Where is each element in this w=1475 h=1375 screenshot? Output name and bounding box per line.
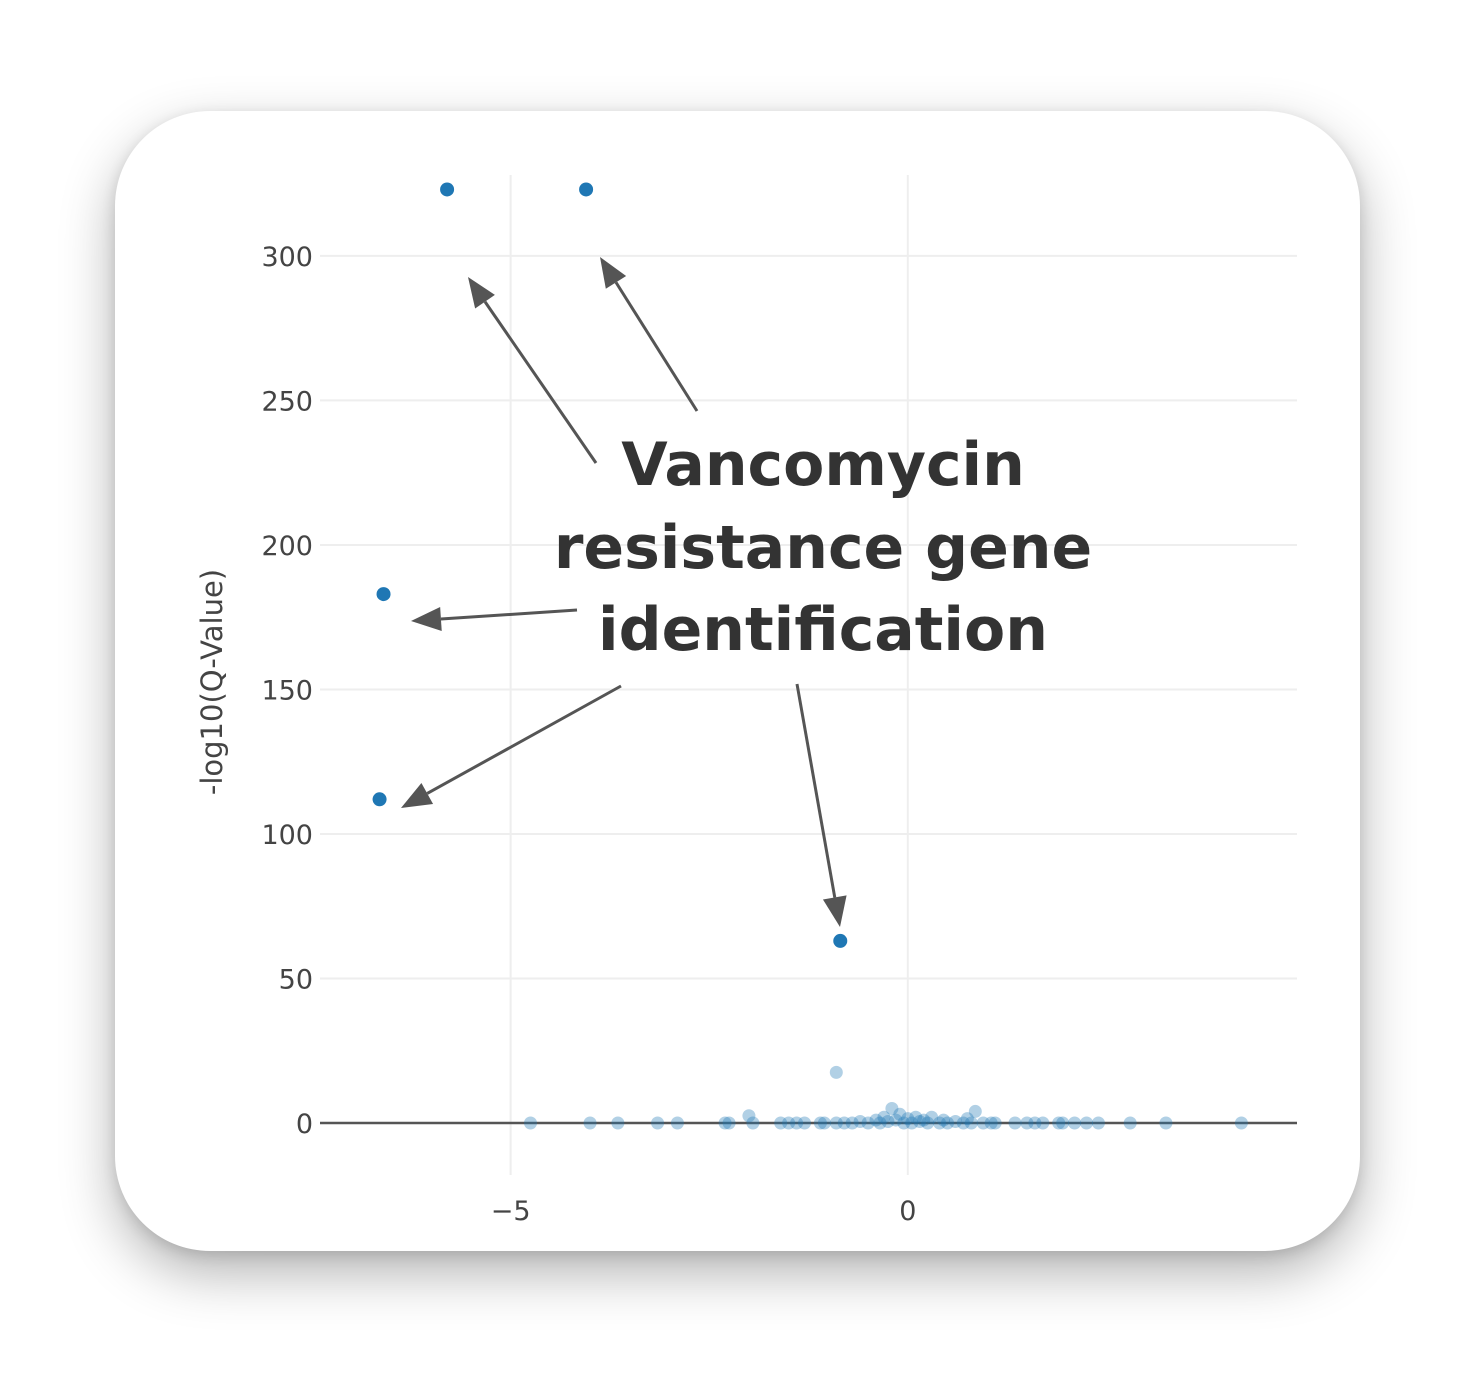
annotation-arrow-head xyxy=(411,607,442,631)
data-point xyxy=(976,1116,990,1130)
data-point xyxy=(913,1115,927,1129)
y-tick-label: 0 xyxy=(296,1109,313,1140)
data-point xyxy=(941,1116,955,1130)
y-tick-label: 300 xyxy=(261,242,313,273)
data-point xyxy=(948,1115,962,1129)
chart-card xyxy=(115,111,1360,1251)
data-point xyxy=(861,1116,875,1130)
annotation-arrow-shaft xyxy=(483,300,598,464)
y-tick-label: 250 xyxy=(261,386,313,417)
annotation-arrow-head xyxy=(600,257,627,289)
data-point xyxy=(917,1113,931,1127)
highlighted-point xyxy=(372,792,387,807)
data-point xyxy=(984,1116,998,1130)
data-point xyxy=(1036,1116,1050,1130)
data-point xyxy=(873,1116,887,1130)
data-point xyxy=(670,1116,684,1130)
axes: 0 50 100 150 200 250 300 −5 0 -log10(Q-Value) xyxy=(195,242,1297,1227)
data-point xyxy=(1234,1116,1248,1130)
annotation-arrow-head xyxy=(822,895,847,927)
annotation-arrow-head xyxy=(468,277,495,309)
data-point xyxy=(897,1116,911,1130)
data-point xyxy=(956,1116,970,1130)
data-point xyxy=(774,1116,788,1130)
y-axis-title: -log10(Q-Value) xyxy=(195,569,229,795)
annotation-text-line: identification xyxy=(598,595,1048,665)
data-point xyxy=(877,1110,891,1124)
data-point xyxy=(790,1116,804,1130)
data-point xyxy=(813,1116,827,1130)
data-point xyxy=(933,1116,947,1130)
data-point xyxy=(925,1110,939,1124)
data-point xyxy=(1123,1116,1137,1130)
data-point xyxy=(1091,1116,1105,1130)
highlighted-point xyxy=(376,587,391,602)
data-point xyxy=(901,1112,915,1126)
data-point xyxy=(837,1116,851,1130)
data-point xyxy=(853,1115,867,1129)
data-point xyxy=(651,1116,665,1130)
data-point xyxy=(817,1116,831,1130)
data-point xyxy=(893,1107,907,1121)
data-point xyxy=(1068,1116,1082,1130)
data-point xyxy=(1080,1116,1094,1130)
highlighted-point xyxy=(833,933,848,948)
data-point xyxy=(611,1116,625,1130)
data-point xyxy=(905,1116,919,1130)
data-point xyxy=(1028,1116,1042,1130)
data-point xyxy=(909,1110,923,1124)
data-point xyxy=(742,1109,756,1123)
annotation-text-line: resistance gene xyxy=(554,513,1092,583)
data-point xyxy=(829,1065,843,1079)
data-point xyxy=(798,1116,812,1130)
data-point xyxy=(722,1116,736,1130)
data-point xyxy=(845,1116,859,1130)
data-point xyxy=(988,1116,1002,1130)
data-point xyxy=(583,1116,597,1130)
y-tick-label: 200 xyxy=(261,531,313,562)
annotation-text-line: Vancomycin xyxy=(621,430,1025,500)
data-point xyxy=(1159,1116,1173,1130)
data-point xyxy=(921,1116,935,1130)
y-tick-label: 50 xyxy=(279,964,313,995)
data-point xyxy=(885,1102,899,1116)
annotation-arrow-shaft xyxy=(426,684,622,795)
y-tick-label: 100 xyxy=(261,820,313,851)
data-point xyxy=(523,1116,537,1130)
data-point xyxy=(718,1116,732,1130)
highlighted-point xyxy=(579,182,594,197)
data-point xyxy=(968,1104,982,1118)
y-tick-label: 150 xyxy=(261,675,313,706)
x-tick-label: −5 xyxy=(491,1196,531,1227)
annotation-arrow-shaft xyxy=(795,683,837,898)
annotation-text: Vancomycin resistance gene identification xyxy=(554,430,1092,665)
highlighted-point xyxy=(440,182,455,197)
data-point xyxy=(1052,1116,1066,1130)
data-point xyxy=(881,1115,895,1129)
annotation-arrow-shaft xyxy=(614,281,699,412)
data-point xyxy=(964,1116,978,1130)
data-point xyxy=(1008,1116,1022,1130)
data-point xyxy=(782,1116,796,1130)
data-point xyxy=(1056,1116,1070,1130)
data-points xyxy=(372,182,1248,1130)
data-point xyxy=(829,1116,843,1130)
annotation-arrow-head xyxy=(401,782,434,808)
annotation-arrows xyxy=(401,257,847,927)
x-tick-label: 0 xyxy=(899,1196,916,1227)
grid-lines xyxy=(320,175,1297,1175)
data-point xyxy=(960,1112,974,1126)
data-point xyxy=(889,1113,903,1127)
data-point xyxy=(869,1113,883,1127)
data-point xyxy=(937,1113,951,1127)
data-point xyxy=(746,1116,760,1130)
annotation-arrow-shaft xyxy=(440,608,578,621)
data-point xyxy=(1020,1116,1034,1130)
